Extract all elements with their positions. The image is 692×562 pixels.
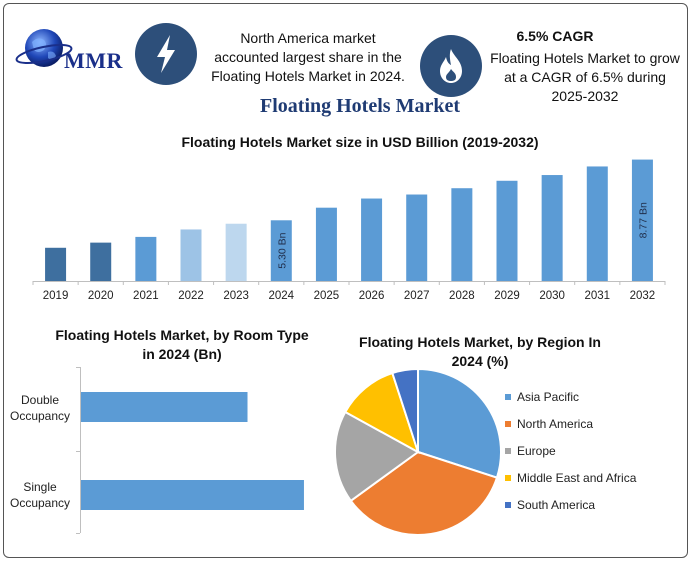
highlight-cagr-text: Floating Hotels Market to grow at a CAGR… (490, 50, 680, 104)
room-type-category-label: Single Occupancy (6, 479, 74, 511)
logo-text: MMR (64, 48, 123, 73)
cagr-heading: 6.5% CAGR (516, 28, 594, 44)
region-chart-title: Floating Hotels Market, by Region In 202… (359, 334, 601, 369)
legend-label: Middle East and Africa (517, 471, 637, 485)
legend-item: Asia Pacific (505, 390, 685, 404)
market-size-bar-chart: 2019 2020 2021 2022 2023 2024 2025 2026 2027 2028… (32, 159, 666, 302)
globe-icon (15, 29, 73, 67)
legend-label: South America (517, 498, 596, 512)
legend-label: Asia Pacific (517, 390, 580, 404)
market-size-chart-title: Floating Hotels Market size in USD Billi… (181, 134, 539, 150)
room-type-bar-chart (76, 367, 304, 534)
legend-label: Europe (517, 444, 556, 458)
x-tick-label: 2021 (133, 290, 159, 302)
data-label-2024: 5.30 Bn (276, 232, 288, 268)
room-type-chart-title: Floating Hotels Market, by Room Type in … (55, 327, 309, 362)
x-tick-label: 2020 (88, 290, 114, 302)
region-pie-chart (334, 367, 502, 536)
x-tick-label: 2024 (268, 290, 294, 302)
bar-2027 (406, 194, 428, 281)
bar-2024 (270, 220, 292, 281)
room-type-category-line: Single (23, 480, 57, 494)
legend-swatch (505, 394, 511, 400)
data-label-2032: 8.77 Bn (637, 202, 649, 238)
bar-2029 (496, 180, 518, 281)
x-tick-label: 2022 (178, 290, 204, 302)
x-tick-label: 2019 (43, 290, 69, 302)
legend-swatch (505, 421, 511, 427)
bar-2031 (586, 166, 608, 281)
legend-item: Middle East and Africa (505, 471, 685, 485)
highlight-north-america-text: North America market accounted largest s… (211, 30, 405, 84)
bar-2026 (361, 198, 383, 281)
room-type-category-line: Double (20, 393, 60, 407)
bar-double-occupancy (81, 392, 248, 422)
legend-swatch (505, 475, 511, 481)
room-type-category-line: Occupancy (9, 496, 71, 510)
legend-item: South America (505, 498, 685, 512)
legend-label: North America (517, 417, 594, 431)
x-tick-label: 2026 (359, 290, 385, 302)
bar-2025 (315, 207, 337, 281)
page-title: Floating Hotels Market (260, 95, 460, 117)
legend-swatch (505, 502, 511, 508)
x-tick-label: 2031 (584, 290, 610, 302)
x-tick-label: 2029 (494, 290, 520, 302)
pie-slice-europe (334, 410, 420, 503)
bar-2028 (451, 188, 473, 281)
bar-single-occupancy (81, 480, 304, 510)
x-tick-label: 2032 (630, 290, 656, 302)
room-type-category-label: Double Occupancy (6, 392, 74, 424)
pie-slice-south-america (391, 367, 419, 453)
bar-2019 (45, 247, 67, 281)
pie-slice-middle-east-and-africa (343, 371, 420, 455)
legend-item: North America (505, 417, 685, 431)
bar-2032 (631, 159, 653, 281)
legend-swatch (505, 448, 511, 454)
region-legend: Asia Pacific North America Europe Middle Ea… (505, 390, 685, 525)
bar-2020 (90, 242, 112, 281)
bar-2022 (180, 229, 202, 281)
pie-slice-north-america (349, 450, 499, 536)
logo: MMR (14, 24, 134, 76)
lightning-bolt-icon (135, 23, 197, 85)
bar-2030 (541, 175, 563, 281)
pie-slice-asia-pacific (417, 367, 502, 479)
x-tick-label: 2025 (314, 290, 340, 302)
x-tick-label: 2030 (539, 290, 565, 302)
x-tick-label: 2023 (223, 290, 249, 302)
bar-2021 (135, 236, 157, 281)
bar-2023 (225, 223, 247, 281)
flame-icon (420, 35, 482, 97)
room-type-category-line: Occupancy (9, 409, 71, 423)
x-tick-label: 2027 (404, 290, 430, 302)
legend-item: Europe (505, 444, 685, 458)
x-tick-label: 2028 (449, 290, 475, 302)
